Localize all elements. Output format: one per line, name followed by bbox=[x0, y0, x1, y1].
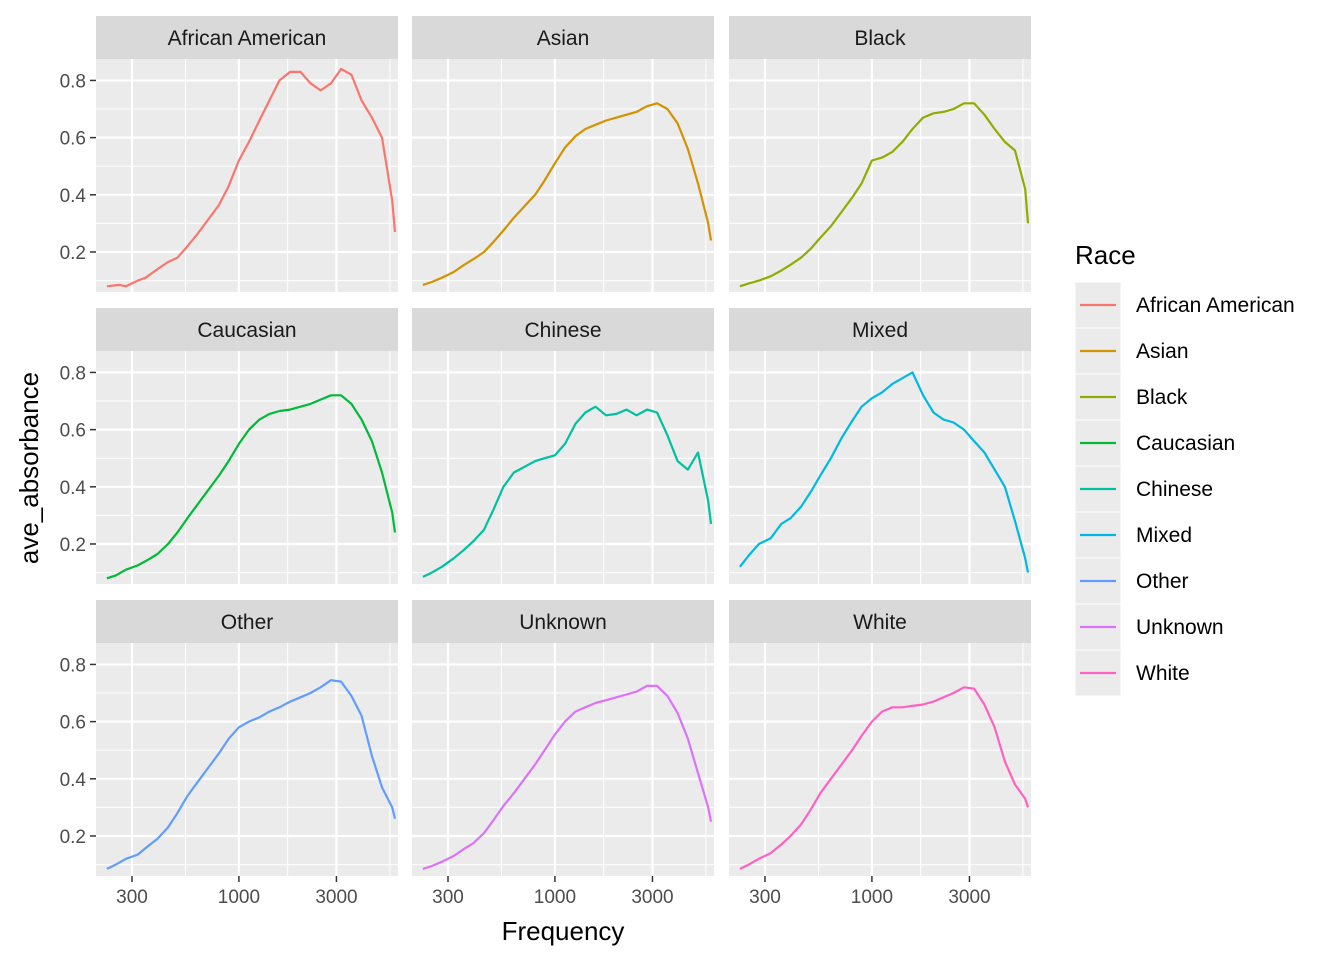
facet-asian: Asian bbox=[412, 16, 714, 292]
legend-label-caucasian: Caucasian bbox=[1136, 432, 1235, 455]
facet-strip-label: Unknown bbox=[519, 611, 607, 634]
legend-label-chinese: Chinese bbox=[1136, 478, 1213, 501]
axes: 0.2 0.4 0.6 0.8 0.2 0.4 0.6 0.8 0.2 0.4 0.6 0.8 300 1… bbox=[60, 71, 991, 908]
series-line-caucasian bbox=[106, 394, 397, 580]
y-tick-label: 0.6 bbox=[60, 713, 86, 734]
x-tick-label: 1000 bbox=[534, 887, 576, 908]
series-line-other bbox=[106, 679, 397, 870]
facet-strip-label: Mixed bbox=[852, 319, 908, 342]
legend-label-other: Other bbox=[1136, 570, 1189, 593]
y-tick-label: 0.6 bbox=[60, 421, 86, 442]
facet-strip-label: Chinese bbox=[524, 319, 601, 342]
gridlines bbox=[729, 59, 1031, 292]
y-axis-title: ave_absorbance bbox=[14, 372, 44, 564]
legend-label-white: White bbox=[1136, 662, 1190, 685]
facet-chinese: Chinese bbox=[412, 308, 714, 584]
gridlines bbox=[96, 59, 398, 292]
facet-unknown: Unknown bbox=[412, 600, 714, 876]
facet-strip-label: Other bbox=[221, 611, 274, 634]
facet-strip-label: African American bbox=[168, 27, 327, 50]
facet-strip bbox=[729, 308, 1031, 351]
facet-other: Other bbox=[96, 600, 398, 876]
legend: Race African American Asian Black Caucasian… bbox=[1074, 240, 1295, 697]
y-tick-label: 0.2 bbox=[60, 827, 86, 848]
gridlines bbox=[729, 351, 1031, 584]
legend-label-unknown: Unknown bbox=[1136, 616, 1224, 639]
panel-background bbox=[729, 59, 1031, 292]
y-tick-label: 0.6 bbox=[60, 129, 86, 150]
x-tick-label: 3000 bbox=[631, 887, 673, 908]
gridlines bbox=[729, 643, 1031, 876]
facet-strip bbox=[96, 16, 398, 59]
facet-caucasian: Caucasian bbox=[96, 308, 398, 584]
facet-strip-label: White bbox=[853, 611, 907, 634]
gridlines bbox=[412, 351, 714, 584]
facet-mixed: Mixed bbox=[729, 308, 1031, 584]
series-line-white bbox=[739, 686, 1030, 870]
facet-strip bbox=[96, 308, 398, 351]
x-tick-label: 300 bbox=[116, 887, 148, 908]
gridlines bbox=[412, 643, 714, 876]
x-tick-label: 3000 bbox=[315, 887, 357, 908]
legend-label-asian: Asian bbox=[1136, 340, 1189, 363]
y-tick-label: 0.8 bbox=[60, 655, 86, 676]
gridlines bbox=[412, 59, 714, 292]
facet-black: Black bbox=[729, 16, 1031, 292]
facet-strip bbox=[412, 600, 714, 643]
series-line-mixed bbox=[739, 371, 1030, 573]
y-tick-label: 0.2 bbox=[60, 535, 86, 556]
series-line-unknown bbox=[422, 684, 713, 870]
y-tick-label: 0.8 bbox=[60, 363, 86, 384]
gridlines bbox=[96, 351, 398, 584]
y-tick-label: 0.2 bbox=[60, 243, 86, 264]
panel-background bbox=[729, 351, 1031, 584]
panel-background bbox=[96, 351, 398, 584]
legend-label-mixed: Mixed bbox=[1136, 524, 1192, 547]
panel-background bbox=[412, 59, 714, 292]
facet-strip bbox=[412, 308, 714, 351]
panel-background bbox=[412, 351, 714, 584]
facet-strip bbox=[96, 600, 398, 643]
panel-background bbox=[412, 643, 714, 876]
facet-strip-label: Black bbox=[854, 27, 906, 50]
x-axis-title: Frequency bbox=[502, 916, 625, 946]
facet-strip bbox=[729, 600, 1031, 643]
gridlines bbox=[96, 643, 398, 876]
y-tick-label: 0.8 bbox=[60, 71, 86, 92]
y-tick-label: 0.4 bbox=[60, 770, 87, 791]
legend-label-african-american: African American bbox=[1136, 294, 1295, 317]
series-line-black bbox=[739, 102, 1030, 288]
y-tick-label: 0.4 bbox=[60, 186, 87, 207]
x-tick-label: 1000 bbox=[851, 887, 893, 908]
facet-white: White bbox=[729, 600, 1031, 876]
panel-background bbox=[96, 643, 398, 876]
facet-strip-label: Asian bbox=[537, 27, 590, 50]
facet-strip bbox=[729, 16, 1031, 59]
legend-title: Race bbox=[1075, 240, 1136, 270]
facet-strip-label: Caucasian bbox=[197, 319, 296, 342]
facet-panels: African American Asian Black Caucasian Chine… bbox=[96, 16, 1031, 876]
x-tick-label: 1000 bbox=[218, 887, 260, 908]
series-line-chinese bbox=[422, 405, 713, 578]
facet-african-american: African American bbox=[96, 16, 398, 292]
panel-background bbox=[729, 643, 1031, 876]
x-tick-label: 300 bbox=[432, 887, 464, 908]
x-tick-label: 3000 bbox=[948, 887, 990, 908]
series-line-african-american bbox=[106, 67, 397, 288]
facet-strip bbox=[412, 16, 714, 59]
x-tick-label: 300 bbox=[749, 887, 781, 908]
legend-label-black: Black bbox=[1136, 386, 1188, 409]
series-line-asian bbox=[422, 102, 713, 286]
panel-background bbox=[96, 59, 398, 292]
y-tick-label: 0.4 bbox=[60, 478, 87, 499]
